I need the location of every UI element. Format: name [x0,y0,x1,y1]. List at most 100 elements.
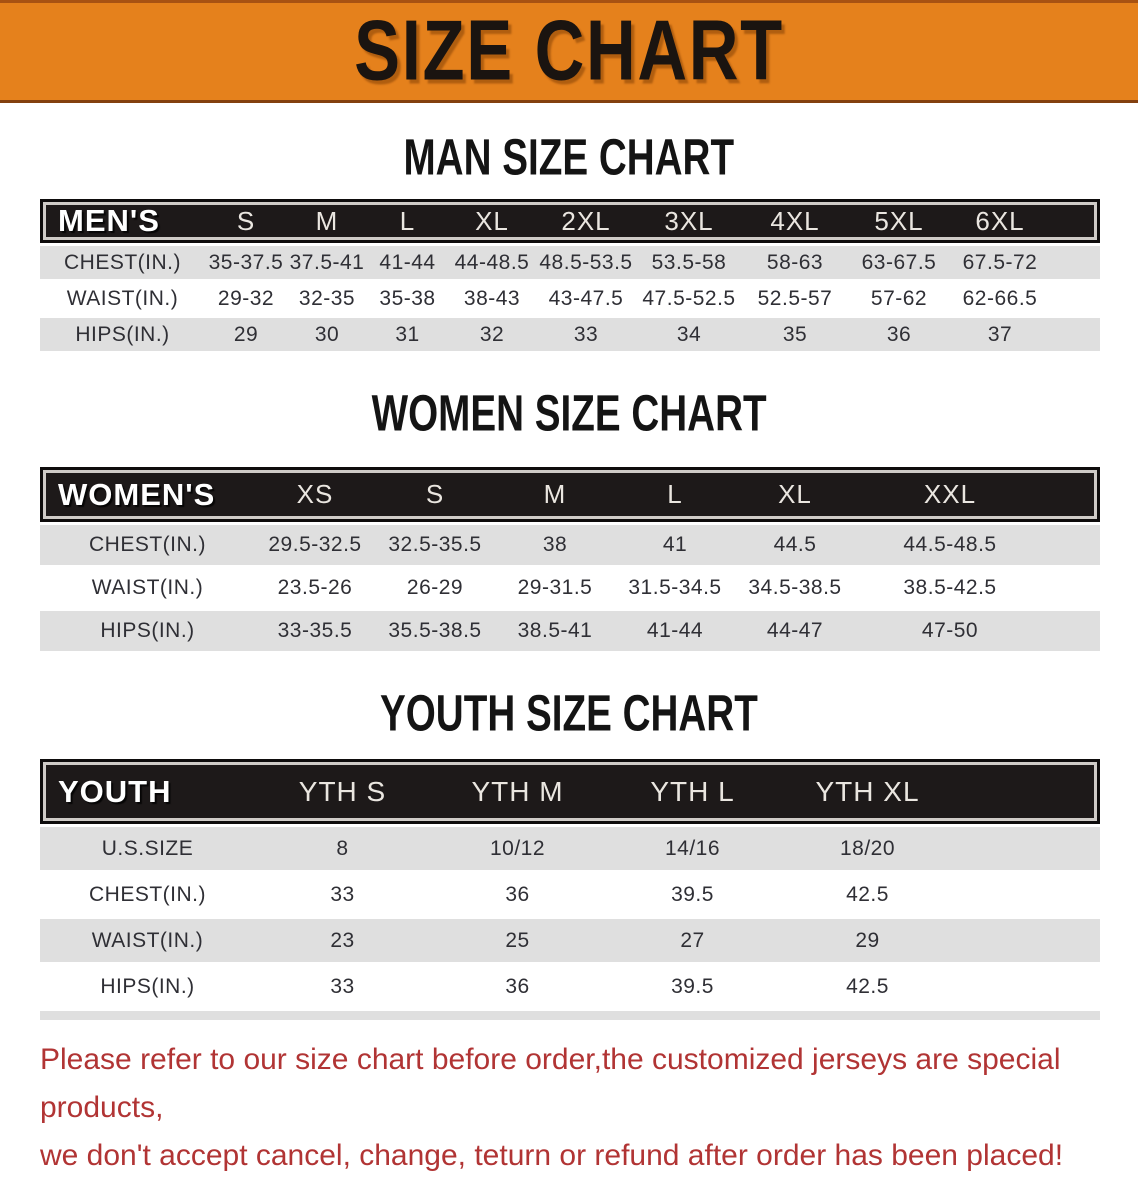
table-cell: 30 [314,322,340,346]
column-header-xl: XL [778,479,812,509]
table-cell: 23 [330,928,355,952]
table-row: HIPS(IN.) 33 36 39.5 42.5 [40,965,1100,1008]
table-cell: 35 [782,322,808,346]
column-header-s: S [236,205,256,236]
table-cell: 36 [505,974,530,998]
table-cell: 32 [479,322,505,346]
column-header-yth-xl: YTH XL [815,775,920,807]
table-cell: 33 [330,974,355,998]
table-row: HIPS(IN.) 29 30 31 32 33 34 35 36 37 [40,318,1100,351]
row-label: HIPS(IN.) [100,974,195,998]
table-cell: 34.5-38.5 [748,576,842,599]
table-header-row: MEN'S S M L XL 2XL 3XL 4XL 5XL 6XL [40,199,1100,243]
column-header-xxl: XXL [923,479,977,509]
table-cell: 38.5-42.5 [903,576,997,599]
column-header-yth-m: YTH M [471,775,564,807]
row-label: WAIST(IN.) [91,928,204,952]
table-cell: 31 [395,322,420,346]
column-header-2xl: 2XL [561,205,611,236]
table-cell: 67.5-72 [962,250,1038,274]
table-cell: 48.5-53.5 [539,250,633,274]
size-chart-banner: SIZE CHART [0,0,1138,103]
table-cell: 33-35.5 [277,619,353,642]
table-cell: 34 [676,322,702,346]
table-cell: 38.5-41 [517,619,593,642]
table-row: HIPS(IN.) 33-35.5 35.5-38.5 38.5-41 41-44 44-… [40,611,1100,651]
column-header-s: S [425,479,445,509]
table-cell: 58-63 [766,250,824,274]
row-label: CHEST(IN.) [89,882,206,906]
column-header-l: L [667,479,683,509]
table-row: WAIST(IN.) 23.5-26 26-29 29-31.5 31.5-34.5 34… [40,568,1100,608]
table-cell: 37 [987,322,1013,346]
table-cell: 38-43 [463,286,521,310]
table-cell: 57-62 [870,286,928,310]
table-row: CHEST(IN.) 33 36 39.5 42.5 [40,873,1100,916]
column-header-m: M [543,479,567,509]
table-header-row: YOUTH YTH S YTH M YTH L YTH XL [40,759,1100,824]
table-cell: 27 [680,928,705,952]
table-cell: 41-44 [646,619,704,642]
table-cell: 42.5 [846,882,889,906]
table-cell: 25 [505,928,530,952]
table-header-label: MEN'S [58,203,160,238]
column-header-5xl: 5XL [874,205,924,236]
column-header-4xl: 4XL [770,205,820,236]
row-label: CHEST(IN.) [64,250,181,274]
table-cell: 10/12 [489,836,546,860]
table-cell: 36 [886,322,912,346]
table-cell: 23.5-26 [277,576,353,599]
column-header-3xl: 3XL [664,205,714,236]
table-cell: 41-44 [379,250,436,274]
table-cell: 29-31.5 [517,576,593,599]
disclaimer-line-1: Please refer to our size chart before or… [40,1043,1061,1124]
table-cell: 37.5-41 [289,250,365,274]
disclaimer-text: Please refer to our size chart before or… [40,1036,1108,1180]
table-cell: 41 [662,533,688,556]
table-cell: 18/20 [839,836,896,860]
table-cell: 35-37.5 [208,250,284,274]
table-cell: 63-67.5 [861,250,937,274]
column-header-yth-s: YTH S [298,775,387,807]
women-size-table: WOMEN'S XS S M L XL XXL CHEST(IN.) 29.5-32.5 32.5… [40,467,1100,651]
column-header-xs: XS [296,479,334,509]
table-cell: 47.5-52.5 [642,286,736,310]
table-cell: 53.5-58 [651,250,727,274]
row-label: HIPS(IN.) [100,619,195,642]
row-label: WAIST(IN.) [91,576,204,599]
table-bottom-strip [40,1011,1100,1020]
table-cell: 44-47 [766,619,824,642]
table-row: WAIST(IN.) 23 25 27 29 [40,919,1100,962]
table-row: CHEST(IN.) 29.5-32.5 32.5-35.5 38 41 44.5 44.5… [40,525,1100,565]
row-label: HIPS(IN.) [75,322,170,346]
row-label: WAIST(IN.) [66,286,179,310]
man-size-chart-heading: MAN SIZE CHART [0,128,1138,186]
column-header-m: M [315,205,339,236]
men-size-table: MEN'S S M L XL 2XL 3XL 4XL 5XL 6XL CHEST(IN.) 35-37… [40,199,1100,351]
women-size-chart-heading-text: WOMEN SIZE CHART [371,384,767,442]
women-size-chart-heading: WOMEN SIZE CHART [0,384,1138,442]
table-cell: 29 [855,928,880,952]
table-cell: 38 [542,533,568,556]
table-cell: 29.5-32.5 [268,533,362,556]
table-row: CHEST(IN.) 35-37.5 37.5-41 41-44 44-48.5 48.5… [40,246,1100,279]
table-row: U.S.SIZE 8 10/12 14/16 18/20 [40,827,1100,870]
column-header-yth-l: YTH L [650,775,735,807]
table-cell: 52.5-57 [757,286,833,310]
table-cell: 36 [505,882,530,906]
table-cell: 62-66.5 [962,286,1038,310]
youth-size-chart-heading: YOUTH SIZE CHART [0,684,1138,741]
table-cell: 8 [336,836,349,860]
man-size-chart-heading-text: MAN SIZE CHART [403,128,735,186]
youth-size-table: YOUTH YTH S YTH M YTH L YTH XL U.S.SIZE 8 10/12… [40,759,1100,1020]
column-header-6xl: 6XL [975,205,1025,236]
table-header-label: WOMEN'S [58,476,216,512]
table-cell: 31.5-34.5 [628,576,722,599]
table-cell: 42.5 [846,974,889,998]
row-label: U.S.SIZE [101,836,194,860]
table-cell: 47-50 [921,619,979,642]
table-cell: 33 [330,882,355,906]
table-cell: 32-35 [298,286,356,310]
table-cell: 35.5-38.5 [388,619,482,642]
column-header-xl: XL [475,205,509,236]
